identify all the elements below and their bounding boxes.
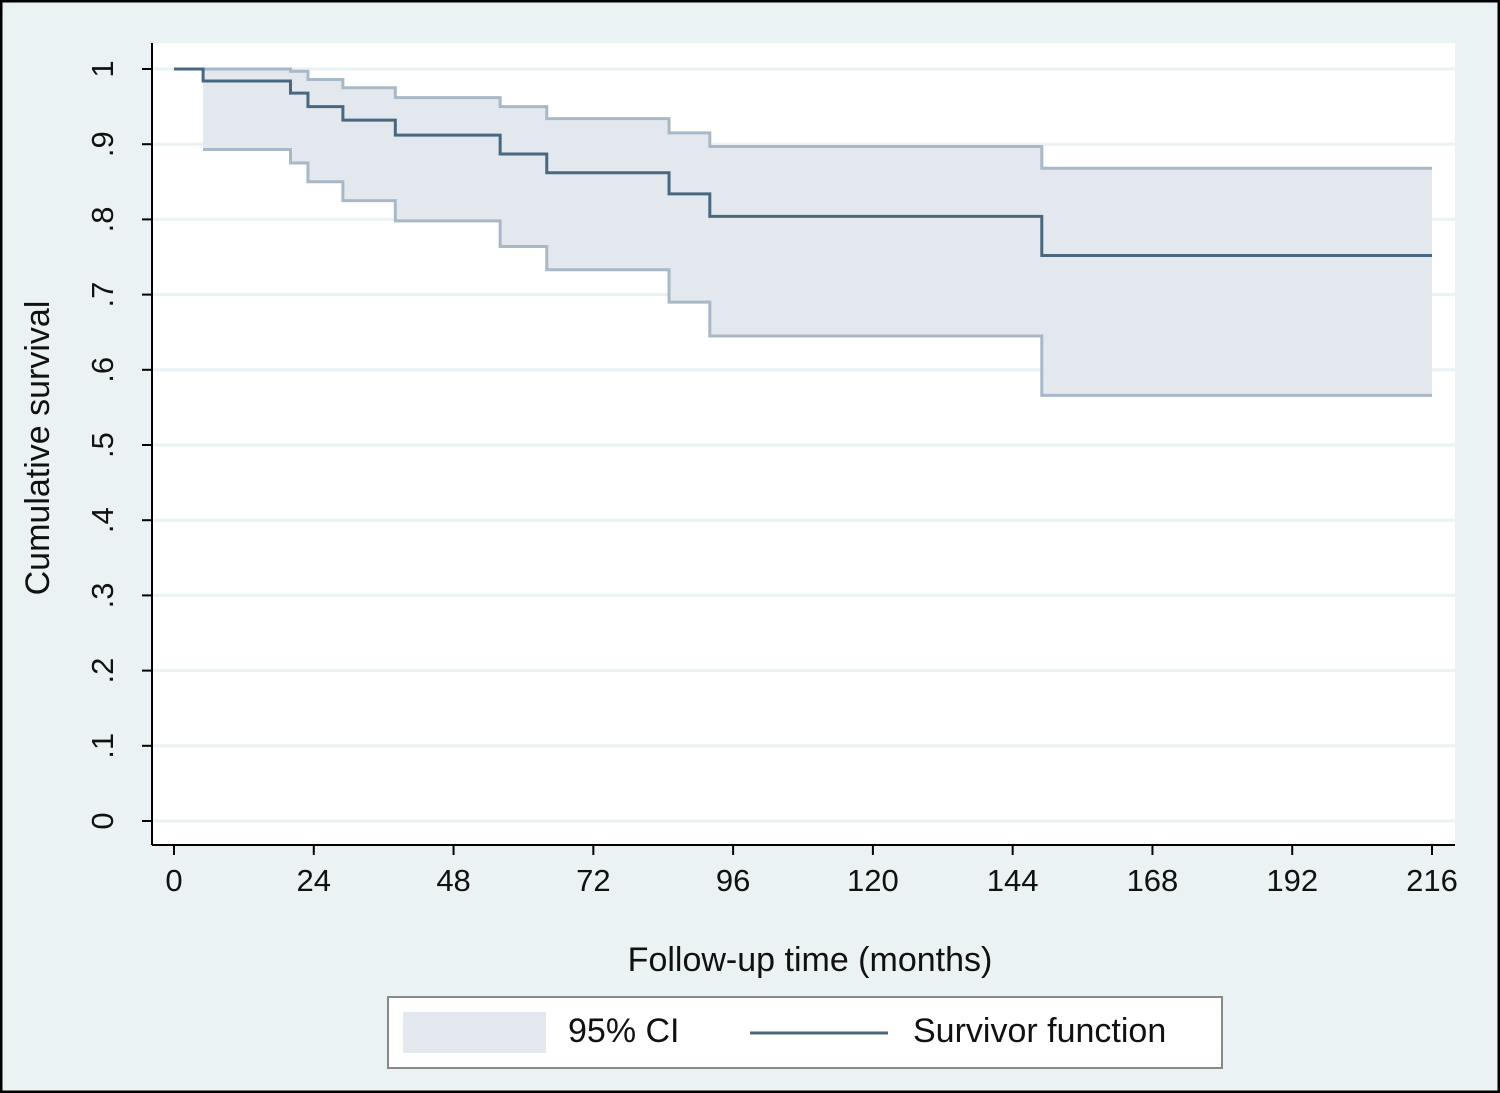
x-axis-title: Follow-up time (months) <box>628 941 993 979</box>
x-tick-label: 216 <box>1406 863 1458 898</box>
y-tick-label: .2 <box>85 658 120 684</box>
y-tick-label: 1 <box>85 60 120 77</box>
y-tick-label: .8 <box>85 206 120 232</box>
y-tick-label: .6 <box>85 357 120 383</box>
x-tick-label: 144 <box>987 863 1039 898</box>
y-tick-label: 0 <box>85 812 120 829</box>
y-tick-label: .5 <box>85 432 120 458</box>
y-tick-label: .1 <box>85 733 120 759</box>
ci-upper <box>203 67 1432 170</box>
y-tick-label: .7 <box>85 282 120 308</box>
x-tick-label: 192 <box>1266 863 1318 898</box>
survival-line <box>174 67 1432 257</box>
ci-lower <box>203 147 1432 397</box>
y-tick-label: .9 <box>85 131 120 157</box>
x-tick-label: 24 <box>297 863 331 898</box>
legend-swatch <box>403 1012 546 1053</box>
x-tick-label: 72 <box>576 863 610 898</box>
x-tick-label: 168 <box>1127 863 1179 898</box>
y-axis-title: Cumulative survival <box>19 301 57 596</box>
ci-band <box>203 69 1433 396</box>
x-tick-label: 96 <box>716 863 750 898</box>
x-tick-label: 0 <box>165 863 182 898</box>
y-tick-label: .3 <box>85 582 120 608</box>
x-tick-label: 120 <box>847 863 899 898</box>
y-tick-label: .4 <box>85 507 120 533</box>
legend-label: Survivor function <box>913 1012 1166 1050</box>
legend-label: 95% CI <box>568 1012 680 1050</box>
x-tick-label: 48 <box>436 863 470 898</box>
